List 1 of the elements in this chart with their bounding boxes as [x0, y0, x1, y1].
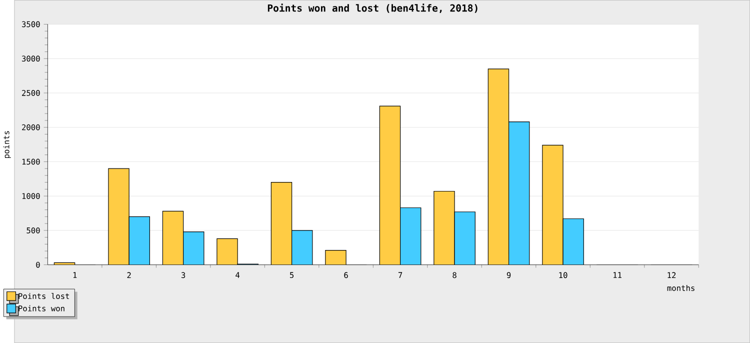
chart-title: Points won and lost (ben4life, 2018) [268, 4, 478, 13]
